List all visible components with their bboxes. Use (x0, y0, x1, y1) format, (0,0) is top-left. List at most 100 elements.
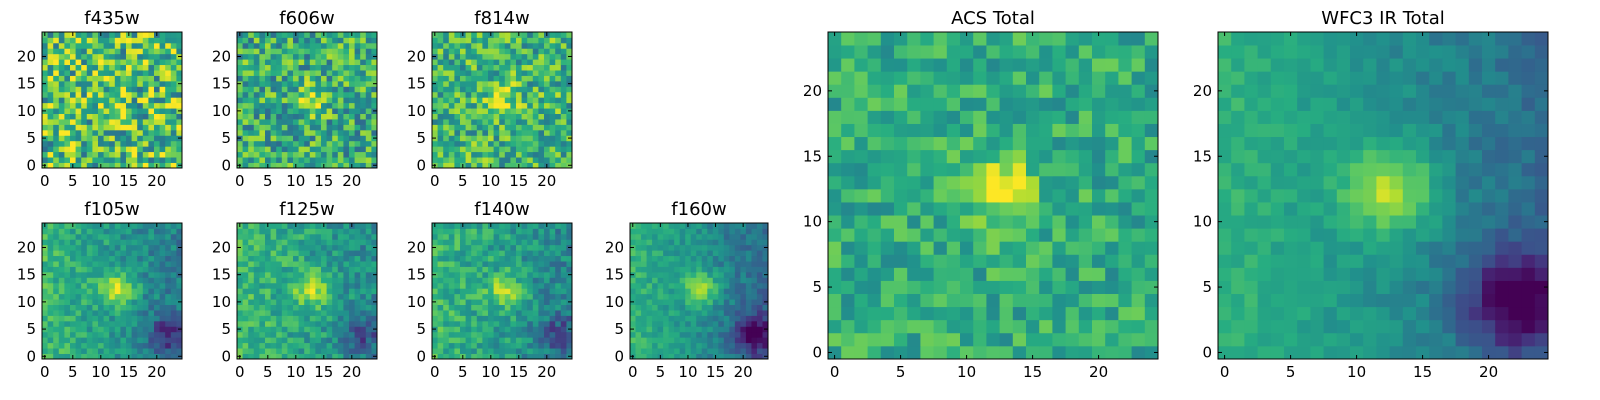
heatmap-cell (549, 277, 556, 284)
heatmap-cell (493, 162, 500, 169)
heatmap-cells (42, 223, 183, 360)
heatmap-cell (549, 244, 556, 251)
heatmap-cell (281, 151, 288, 158)
heatmap-cell (1105, 202, 1119, 216)
heatmap-cell (287, 59, 294, 66)
heatmap-cell (663, 293, 670, 300)
heatmap-cell (630, 282, 636, 289)
panel-title: f606w (279, 8, 334, 29)
heatmap-cell (287, 223, 294, 229)
heatmap-cell (630, 304, 636, 311)
heatmap-cell (242, 70, 249, 76)
heatmap-cell (674, 288, 681, 295)
heatmap-cell (86, 271, 93, 278)
heatmap-cell (516, 91, 522, 98)
heatmap-cell (521, 228, 528, 235)
heatmap-cell (443, 239, 450, 246)
heatmap-cell (265, 337, 271, 344)
heatmap-cell (165, 129, 172, 136)
heatmap-cell (337, 64, 344, 71)
heatmap-cell (460, 113, 466, 120)
heatmap-cell (493, 64, 500, 71)
heatmap-cell (527, 146, 534, 153)
heatmap-cell (165, 228, 172, 235)
heatmap-cell (53, 53, 60, 60)
heatmap-cell (293, 59, 299, 66)
heatmap-cell (538, 304, 545, 311)
heatmap-cell (53, 326, 60, 333)
heatmap-cell (365, 37, 372, 44)
heatmap-cell (343, 326, 350, 333)
heatmap-cell (566, 91, 573, 98)
heatmap-cell (555, 250, 562, 257)
heatmap-cell (109, 129, 116, 136)
heatmap-cell (566, 48, 573, 55)
heatmap-cell (131, 239, 138, 246)
heatmap-cell (1078, 319, 1093, 334)
heatmap-cell (504, 42, 511, 49)
heatmap-cell (1052, 280, 1066, 294)
heatmap-cell (527, 331, 534, 338)
heatmap-cell (549, 250, 556, 257)
heatmap-cell (337, 102, 344, 109)
heatmap-cell (488, 86, 494, 93)
heatmap-cell (248, 70, 255, 76)
heatmap-cell (560, 64, 567, 71)
heatmap-cell (337, 299, 344, 305)
heatmap-cell (154, 48, 160, 55)
heatmap-cell (270, 42, 277, 49)
heatmap-cell (64, 75, 71, 82)
heatmap-cell (371, 250, 378, 257)
heatmap-cell (560, 353, 567, 360)
heatmap-cell (47, 244, 54, 251)
heatmap-cell (159, 293, 166, 300)
heatmap-cell (828, 175, 842, 190)
heatmap-cell (674, 282, 681, 289)
heatmap-cell (259, 228, 266, 235)
heatmap-cell (685, 326, 692, 333)
heatmap-cell (723, 304, 730, 311)
x-tick-label: 0 (430, 363, 440, 381)
heatmap-cell (482, 266, 489, 273)
heatmap-cell (555, 244, 562, 251)
heatmap-cell (114, 32, 121, 38)
heatmap-cell (555, 233, 562, 240)
heatmap-cell (170, 255, 177, 262)
heatmap-cell (504, 91, 511, 98)
heatmap-cell (326, 70, 333, 76)
heatmap-cell (488, 108, 494, 114)
heatmap-cell (510, 337, 517, 344)
heatmap-cell (281, 337, 288, 344)
heatmap-cell (126, 113, 132, 120)
heatmap-cell (482, 223, 489, 229)
heatmap-cell (75, 102, 82, 109)
heatmap-cell (165, 342, 172, 349)
heatmap-cell (287, 304, 294, 311)
heatmap-cell (1144, 332, 1159, 347)
heatmap-cell (549, 310, 556, 316)
heatmap-cell (81, 293, 88, 300)
heatmap-cell (75, 53, 82, 60)
heatmap-cell (443, 102, 450, 109)
heatmap-cell (86, 315, 93, 322)
heatmap-cell (828, 332, 842, 347)
heatmap-cell (281, 326, 288, 333)
heatmap-cell (1039, 293, 1053, 308)
heatmap-cell (53, 59, 60, 66)
heatmap-cell (663, 320, 670, 327)
heatmap-cell (354, 157, 361, 163)
heatmap-cell (253, 299, 260, 305)
heatmap-cell (270, 135, 277, 142)
heatmap-cell (120, 113, 127, 120)
heatmap-cell (707, 326, 714, 333)
heatmap-cell (476, 282, 483, 289)
heatmap-cell (81, 129, 88, 136)
heatmap-cell (476, 250, 483, 257)
heatmap-cell (454, 42, 461, 49)
heatmap-cell (332, 37, 339, 44)
heatmap-cell (75, 59, 82, 66)
heatmap-cell (510, 53, 517, 60)
heatmap-cell (265, 342, 271, 349)
heatmap-cell (64, 320, 71, 327)
heatmap-cell (47, 293, 54, 300)
